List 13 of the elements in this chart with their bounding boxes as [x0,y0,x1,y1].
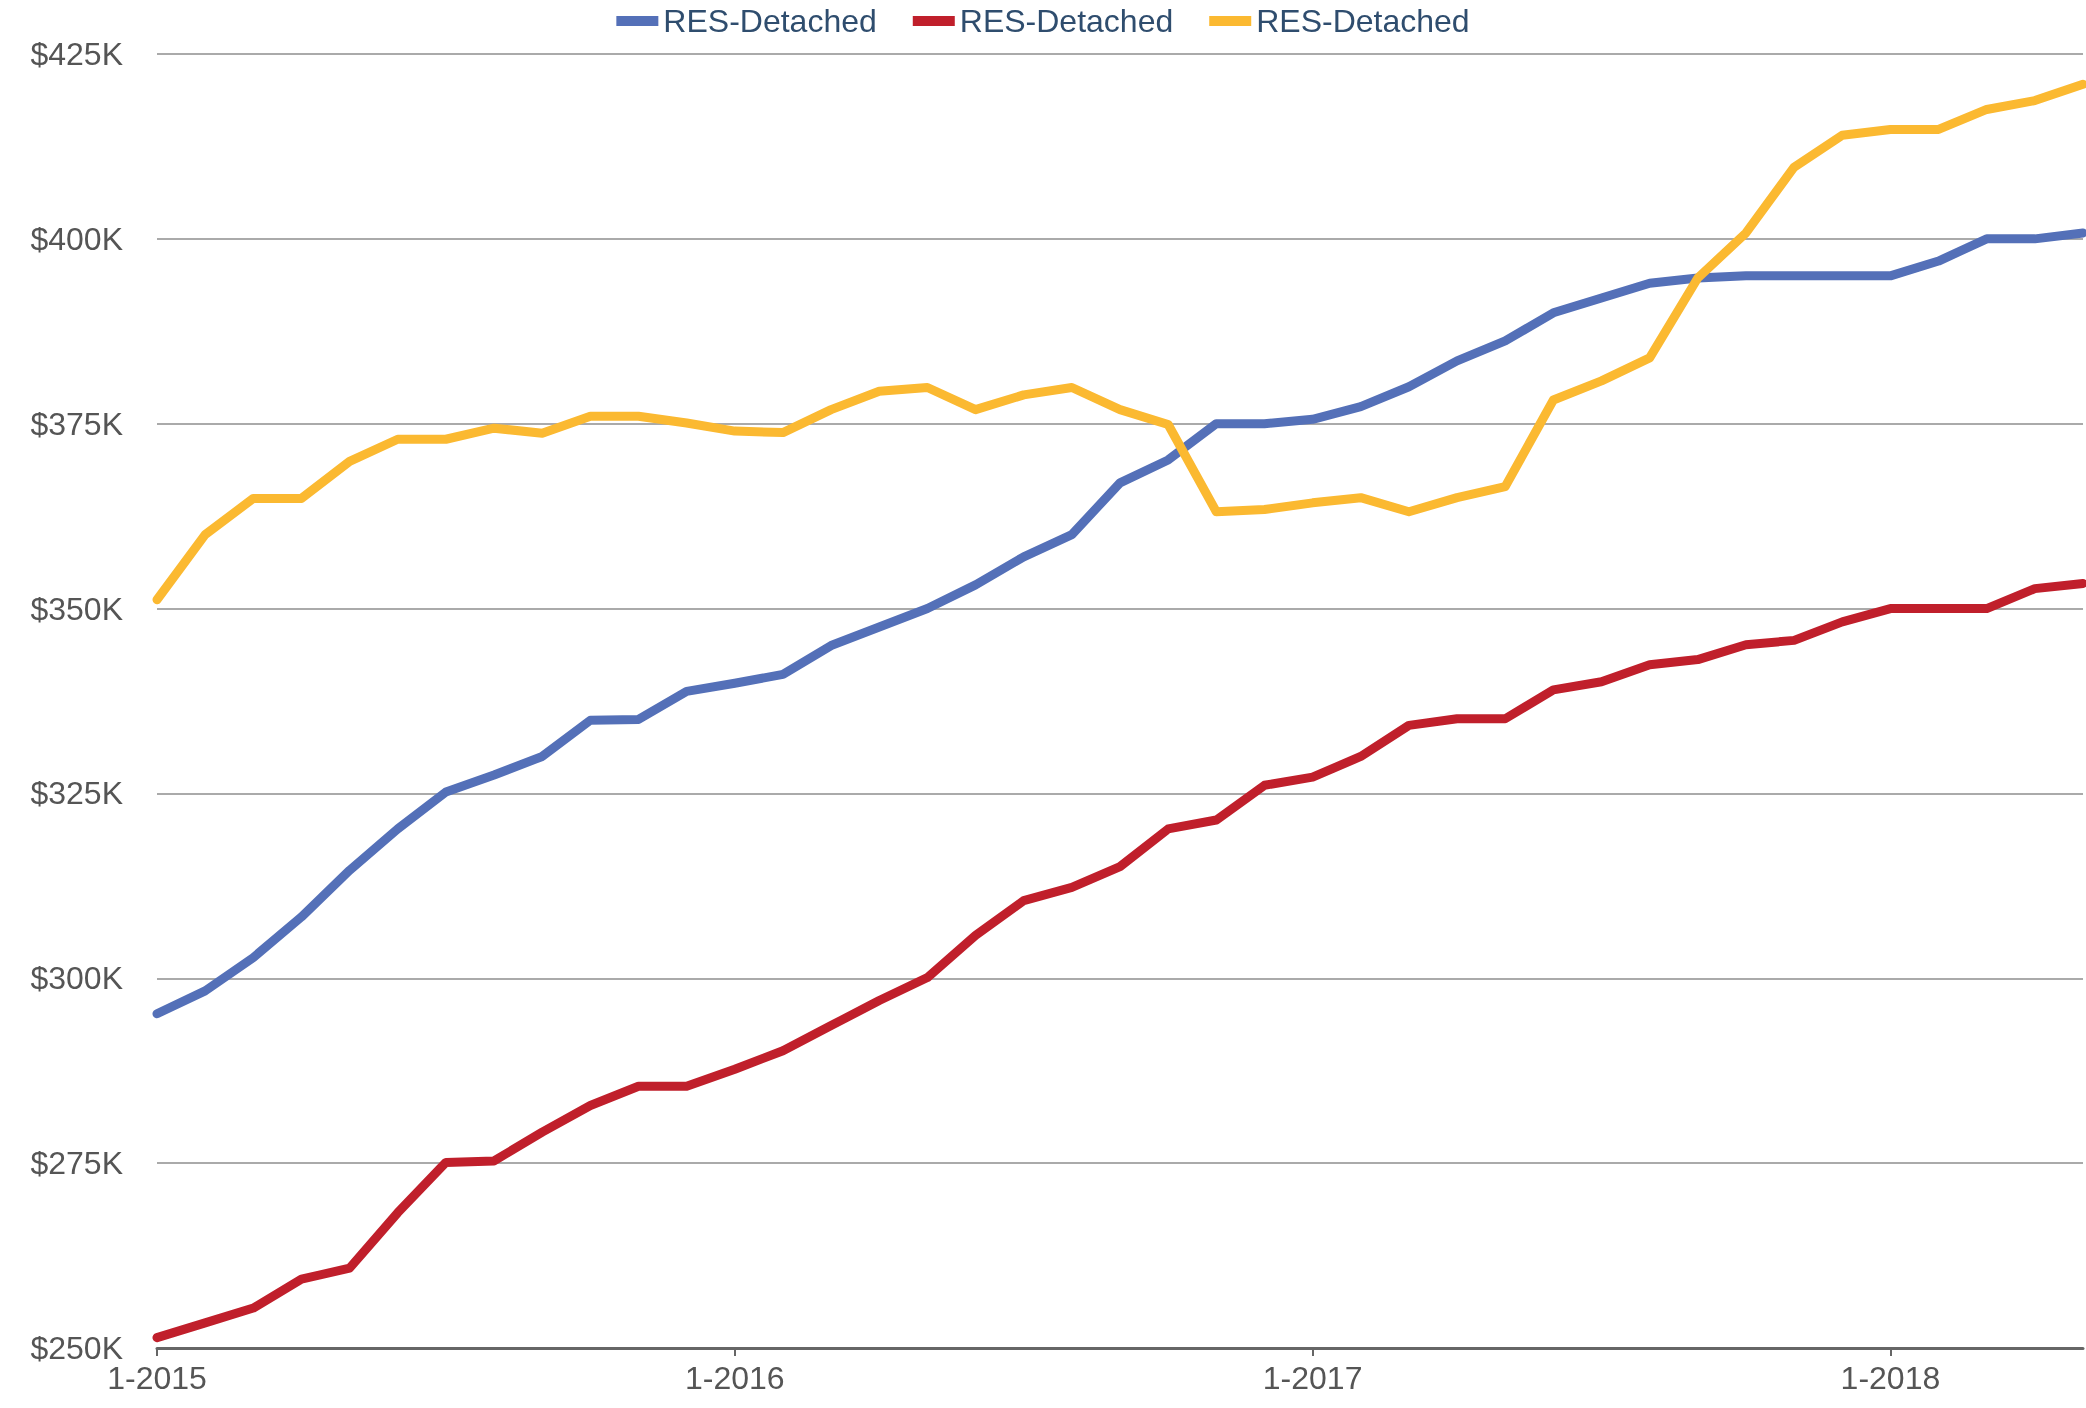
y-tick-label: $300K [30,960,123,997]
x-tick-label: 1-2018 [1840,1360,1941,1396]
y-tick-label: $400K [30,220,123,257]
y-tick-label: $375K [30,405,123,442]
x-tick-label: 1-2016 [684,1360,785,1396]
y-tick-label: $325K [30,775,123,812]
legend-label: RES-Detached [1256,3,1470,39]
y-tick-label: $425K [30,36,123,72]
x-tick-label: 1-2017 [1262,1360,1363,1396]
y-tick-label: $350K [30,590,123,627]
legend-label: RES-Detached [663,3,877,39]
y-tick-label: $275K [30,1145,123,1182]
legend-label: RES-Detached [959,3,1174,39]
